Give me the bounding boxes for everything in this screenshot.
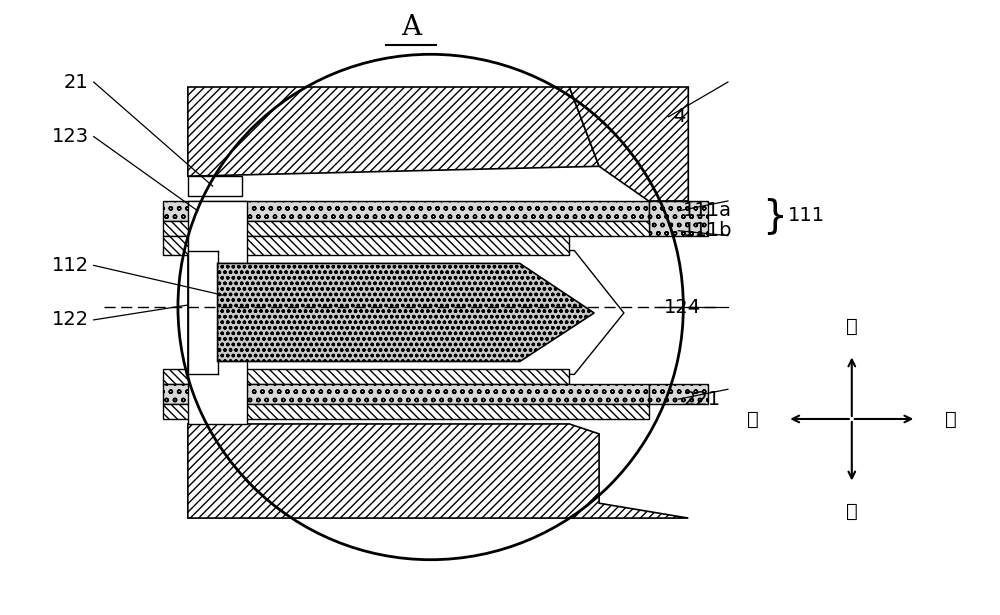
Text: 下: 下 [846, 502, 858, 521]
Text: 221: 221 [683, 390, 720, 408]
Text: 111a: 111a [683, 201, 732, 220]
Polygon shape [569, 87, 688, 201]
Bar [649, 384, 708, 404]
Text: A: A [401, 14, 421, 41]
Bar [163, 404, 649, 419]
Text: 124: 124 [664, 298, 701, 317]
Text: }: } [763, 197, 787, 235]
Bar [163, 384, 649, 404]
Polygon shape [188, 424, 688, 518]
Text: 左: 左 [747, 410, 759, 429]
Text: 123: 123 [52, 127, 89, 146]
Text: 右: 右 [945, 410, 957, 429]
Bar [163, 370, 569, 384]
Bar [188, 201, 247, 424]
Bar [188, 176, 242, 196]
Text: 上: 上 [846, 317, 858, 336]
Polygon shape [188, 87, 599, 176]
Bar [163, 221, 649, 236]
Text: 122: 122 [52, 311, 89, 330]
Text: 111: 111 [787, 207, 825, 225]
Bar [163, 201, 649, 221]
Polygon shape [218, 263, 594, 362]
Bar [163, 236, 569, 255]
Bar [188, 250, 213, 375]
Text: 4: 4 [673, 107, 686, 126]
Polygon shape [188, 250, 624, 375]
Text: 111b: 111b [683, 221, 733, 240]
Text: 112: 112 [52, 256, 89, 275]
Text: 21: 21 [64, 73, 89, 92]
Bar [649, 201, 708, 236]
